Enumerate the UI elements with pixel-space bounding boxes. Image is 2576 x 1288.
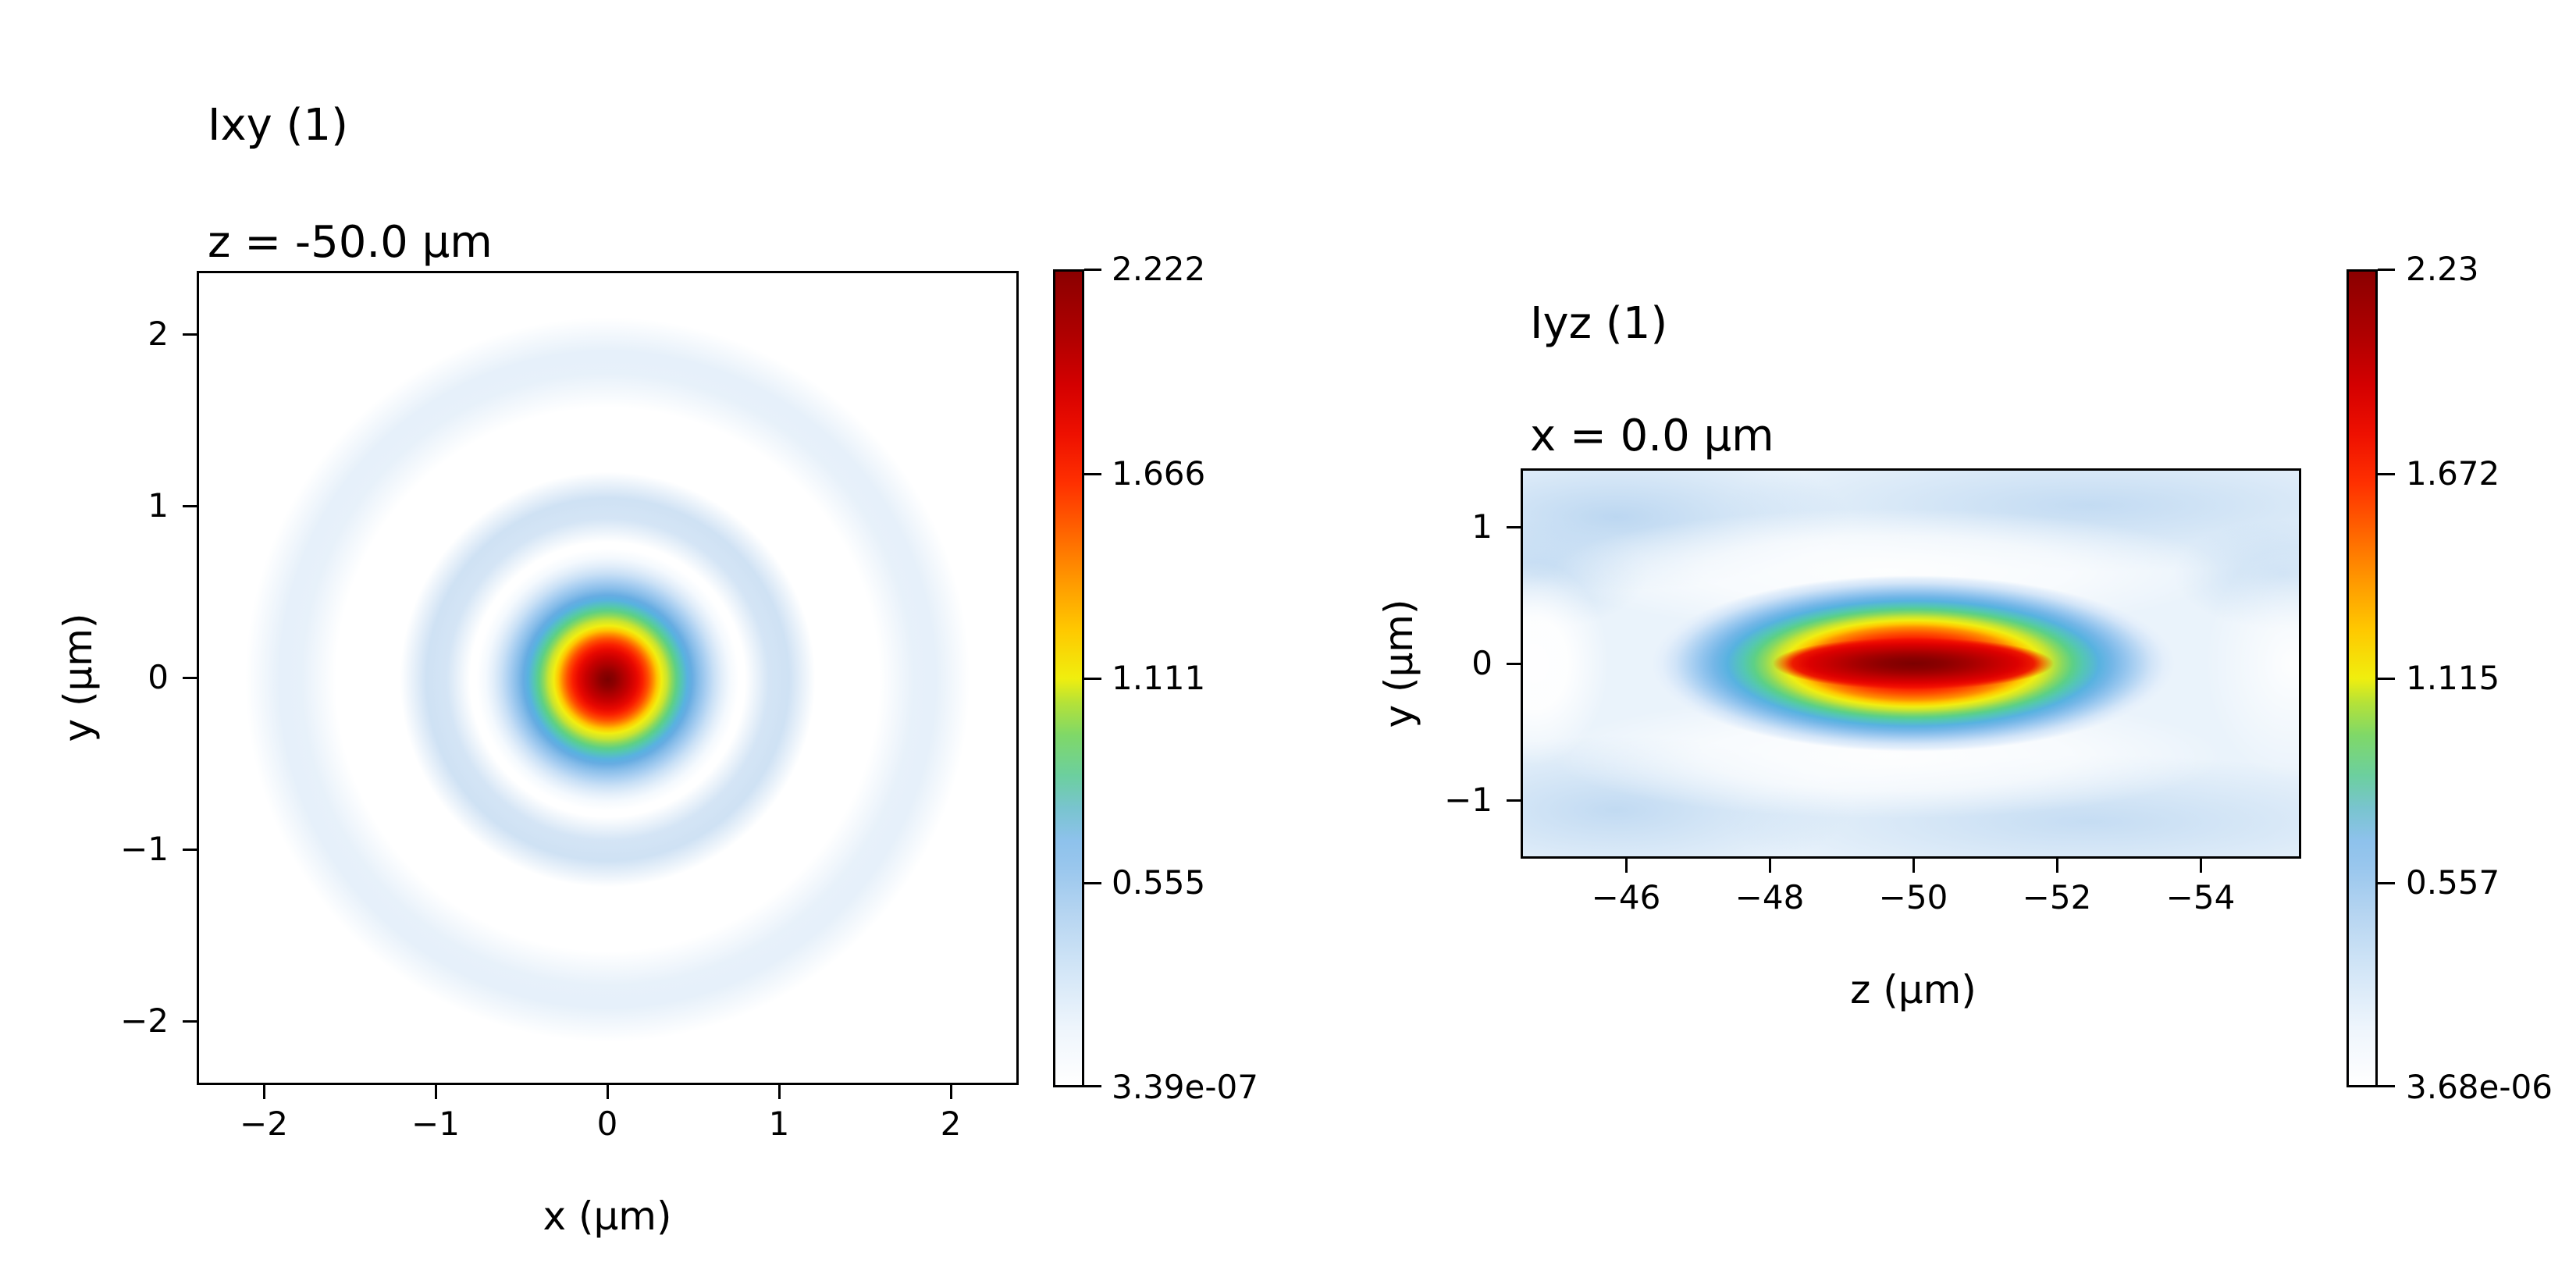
iyz-heatmap <box>1523 471 2299 856</box>
y-tick-label: 1 <box>1471 507 1493 546</box>
y-tick-mark <box>183 849 197 851</box>
right-y-axis-label: y (μm) <box>1376 599 1421 728</box>
x-tick-label: −46 <box>1591 878 1661 916</box>
x-tick-label: −52 <box>2022 878 2092 916</box>
y-tick-label: 1 <box>148 486 169 525</box>
x-tick-label: −54 <box>2165 878 2236 916</box>
x-tick-mark <box>950 1085 952 1099</box>
left-plot-title: Ixy (1) <box>208 100 348 151</box>
y-tick-mark <box>183 677 197 679</box>
colorbar-tick-label: 1.666 <box>1112 454 1206 493</box>
x-tick-label: 1 <box>768 1105 790 1143</box>
left-colorbar <box>1053 269 1084 1087</box>
x-tick-label: −48 <box>1735 878 1805 916</box>
colorbar-tick-label: 1.672 <box>2406 454 2500 493</box>
y-tick-mark <box>1507 663 1521 665</box>
colorbar-tick-mark <box>2378 678 2395 680</box>
colorbar-tick-mark <box>1084 1085 1101 1087</box>
colorbar-tick-mark <box>2378 269 2395 271</box>
right-plot-title: Iyz (1) <box>1530 298 1668 349</box>
colorbar-tick-label: 1.115 <box>2406 659 2500 697</box>
x-tick-mark <box>2200 859 2202 873</box>
y-tick-label: 0 <box>1471 644 1493 682</box>
colorbar-tick-label: 2.23 <box>2406 250 2479 288</box>
colorbar-tick-mark <box>2378 473 2395 475</box>
y-tick-mark <box>1507 526 1521 528</box>
left-plot-area <box>197 271 1019 1085</box>
ixy-heatmap <box>199 273 1016 1083</box>
left-y-axis-label: y (μm) <box>55 613 101 742</box>
x-tick-label: 2 <box>940 1105 962 1143</box>
right-x-axis-label: z (μm) <box>1850 967 1976 1012</box>
x-tick-mark <box>778 1085 781 1099</box>
x-tick-label: 0 <box>596 1105 618 1143</box>
y-tick-label: −1 <box>1444 781 1493 819</box>
y-tick-mark <box>183 1020 197 1023</box>
right-plot-area <box>1521 468 2301 859</box>
x-tick-mark <box>1625 859 1628 873</box>
colorbar-tick-mark <box>2378 1085 2395 1087</box>
y-tick-label: 0 <box>148 658 169 696</box>
left-x-axis-label: x (μm) <box>543 1194 672 1239</box>
left-plot-subtitle: z = -50.0 μm <box>208 217 493 268</box>
y-tick-label: −2 <box>120 1002 169 1040</box>
y-tick-mark <box>1507 799 1521 802</box>
x-tick-mark <box>1912 859 1915 873</box>
colorbar-tick-mark <box>1084 882 1101 884</box>
colorbar-tick-label: 3.68e-06 <box>2406 1068 2553 1106</box>
right-colorbar <box>2347 269 2378 1087</box>
y-tick-mark <box>183 505 197 507</box>
x-tick-label: −2 <box>240 1105 288 1143</box>
colorbar-tick-label: 0.555 <box>1112 863 1206 902</box>
x-tick-label: −50 <box>1878 878 1948 916</box>
y-tick-label: 2 <box>148 315 169 353</box>
x-tick-label: −1 <box>411 1105 460 1143</box>
colorbar-tick-mark <box>1084 678 1101 680</box>
colorbar-tick-mark <box>2378 882 2395 884</box>
colorbar-tick-mark <box>1084 269 1101 271</box>
x-tick-mark <box>2056 859 2058 873</box>
colorbar-tick-label: 2.222 <box>1112 250 1206 288</box>
colorbar-tick-label: 3.39e-07 <box>1112 1068 1258 1106</box>
x-tick-mark <box>263 1085 265 1099</box>
right-plot-subtitle: x = 0.0 μm <box>1530 411 1774 461</box>
y-tick-label: −1 <box>120 830 169 868</box>
x-tick-mark <box>607 1085 609 1099</box>
colorbar-tick-label: 0.557 <box>2406 863 2500 902</box>
y-tick-mark <box>183 333 197 336</box>
colorbar-tick-mark <box>1084 473 1101 475</box>
x-tick-mark <box>1769 859 1771 873</box>
colorbar-tick-label: 1.111 <box>1112 659 1206 697</box>
x-tick-mark <box>435 1085 437 1099</box>
